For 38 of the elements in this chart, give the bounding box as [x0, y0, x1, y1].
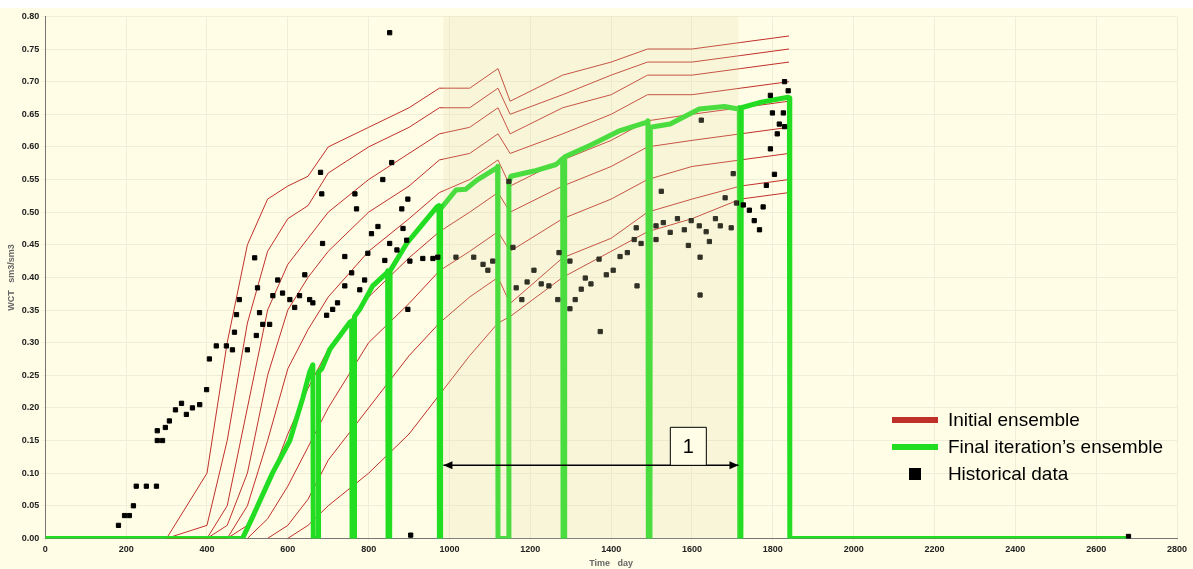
x-tick-label: 2200 — [924, 544, 945, 555]
x-tick-label: 2000 — [843, 544, 864, 555]
y-tick-label: 0.60 — [21, 141, 40, 152]
y-axis-title: WCT sm3/sm3 — [5, 244, 16, 311]
y-tick-label: 0.15 — [21, 435, 40, 446]
y-tick-label: 0.50 — [21, 206, 40, 217]
y-tick-label: 0.65 — [21, 108, 40, 119]
x-tick-label: 600 — [280, 544, 296, 555]
x-tick-label: 2800 — [1166, 544, 1188, 555]
legend-label: Final iteration’s ensemble — [947, 435, 1163, 459]
x-tick-label: 1600 — [681, 544, 703, 555]
x-tick-label: 2400 — [1005, 544, 1026, 555]
y-tick-label: 0.75 — [21, 43, 40, 54]
y-tick-label: 0.00 — [21, 532, 40, 543]
legend-label: Historical data — [947, 462, 1069, 486]
x-tick-label: 1000 — [439, 544, 460, 555]
x-tick-label: 1800 — [762, 544, 783, 555]
y-tick-label: 0.05 — [21, 500, 40, 511]
y-tick-label: 0.30 — [21, 337, 40, 348]
x-tick-label: 800 — [361, 544, 377, 555]
band-label: 1 — [682, 434, 694, 457]
y-tick-label: 0.10 — [21, 467, 40, 478]
x-tick-label: 2600 — [1086, 544, 1107, 555]
y-tick-label: 0.80 — [21, 10, 40, 21]
y-tick-label: 0.40 — [21, 271, 40, 282]
x-tick-label: 400 — [199, 544, 215, 555]
x-tick-label: 200 — [118, 544, 134, 555]
y-tick-label: 0.20 — [21, 402, 40, 413]
y-tick-label: 0.55 — [21, 174, 40, 185]
y-tick-label: 0.70 — [21, 76, 40, 87]
y-tick-label: 0.45 — [21, 239, 40, 250]
y-tick-label: 0.25 — [21, 369, 40, 380]
x-axis-title: Time day — [589, 558, 634, 569]
x-tick-label: 1400 — [601, 544, 622, 555]
legend-label: Initial ensemble — [947, 408, 1080, 432]
x-tick-label: 0 — [42, 544, 48, 555]
x-tick-label: 1200 — [520, 544, 541, 555]
y-tick-label: 0.35 — [21, 304, 40, 315]
